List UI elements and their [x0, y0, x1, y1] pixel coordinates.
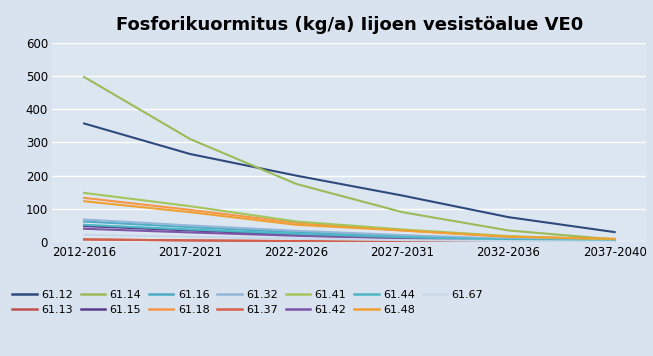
61.32 [80, 218, 88, 222]
61.13 [80, 237, 88, 242]
61.44 [186, 227, 194, 232]
61.18 [186, 208, 194, 212]
61.42 [186, 230, 194, 235]
61.41 [186, 204, 194, 208]
Legend: 61.12, 61.13, 61.14, 61.15, 61.16, 61.18, 61.32, 61.37, 61.41, 61.42, 61.44, 61.: 61.12, 61.13, 61.14, 61.15, 61.16, 61.18… [12, 290, 483, 315]
61.37 [186, 238, 194, 242]
Line: 61.16: 61.16 [84, 221, 614, 241]
61.37 [611, 240, 618, 244]
61.15 [611, 240, 618, 244]
61.37 [80, 237, 88, 242]
61.48 [505, 235, 513, 239]
61.12 [611, 230, 618, 234]
61.67 [293, 237, 300, 241]
61.13 [398, 240, 406, 244]
Line: 61.32: 61.32 [84, 220, 614, 241]
61.44 [505, 237, 513, 242]
Line: 61.44: 61.44 [84, 225, 614, 241]
Line: 61.18: 61.18 [84, 198, 614, 240]
61.18 [293, 221, 300, 225]
61.37 [293, 239, 300, 243]
61.12 [398, 193, 406, 198]
61.67 [611, 240, 618, 244]
61.41 [505, 234, 513, 238]
61.18 [611, 237, 618, 242]
61.18 [398, 228, 406, 232]
61.16 [80, 219, 88, 224]
61.15 [80, 224, 88, 228]
61.37 [398, 240, 406, 244]
61.14 [398, 210, 406, 214]
61.44 [398, 235, 406, 239]
61.41 [80, 191, 88, 195]
61.16 [293, 230, 300, 234]
61.13 [505, 240, 513, 244]
61.12 [505, 215, 513, 219]
Line: 61.15: 61.15 [84, 226, 614, 242]
61.67 [398, 238, 406, 242]
61.32 [505, 237, 513, 241]
61.42 [293, 234, 300, 238]
61.15 [186, 228, 194, 232]
61.13 [186, 238, 194, 242]
61.42 [611, 240, 618, 244]
61.12 [293, 173, 300, 178]
61.12 [80, 121, 88, 126]
61.48 [611, 237, 618, 241]
61.18 [505, 235, 513, 239]
61.15 [293, 232, 300, 237]
61.44 [80, 222, 88, 227]
61.42 [505, 238, 513, 242]
61.14 [186, 137, 194, 141]
61.42 [80, 227, 88, 231]
61.16 [611, 239, 618, 244]
61.18 [80, 196, 88, 200]
Line: 61.42: 61.42 [84, 229, 614, 242]
61.48 [80, 199, 88, 203]
61.67 [186, 235, 194, 239]
61.48 [293, 222, 300, 227]
61.41 [611, 237, 618, 242]
61.13 [611, 240, 618, 244]
61.67 [505, 239, 513, 243]
61.14 [505, 228, 513, 232]
61.14 [293, 182, 300, 186]
61.14 [80, 75, 88, 79]
61.16 [398, 234, 406, 238]
61.48 [186, 210, 194, 214]
61.44 [611, 239, 618, 244]
61.48 [398, 228, 406, 232]
61.15 [398, 236, 406, 240]
61.41 [398, 227, 406, 232]
61.14 [611, 237, 618, 242]
61.32 [293, 229, 300, 233]
Line: 61.12: 61.12 [84, 124, 614, 232]
61.16 [505, 237, 513, 242]
61.32 [611, 239, 618, 243]
Line: 61.37: 61.37 [84, 240, 614, 242]
Line: 61.67: 61.67 [84, 235, 614, 242]
Line: 61.41: 61.41 [84, 193, 614, 240]
Line: 61.48: 61.48 [84, 201, 614, 239]
61.12 [186, 152, 194, 156]
61.32 [398, 233, 406, 237]
61.37 [505, 240, 513, 244]
61.67 [80, 232, 88, 237]
61.42 [398, 236, 406, 241]
61.32 [186, 223, 194, 227]
61.15 [505, 238, 513, 242]
Line: 61.13: 61.13 [84, 240, 614, 242]
Title: Fosforikuormitus (kg/a) Iijoen vesistöalue VE0: Fosforikuormitus (kg/a) Iijoen vesistöal… [116, 16, 583, 35]
61.16 [186, 225, 194, 229]
61.13 [293, 239, 300, 243]
61.44 [293, 232, 300, 236]
61.41 [293, 219, 300, 224]
Line: 61.14: 61.14 [84, 77, 614, 240]
